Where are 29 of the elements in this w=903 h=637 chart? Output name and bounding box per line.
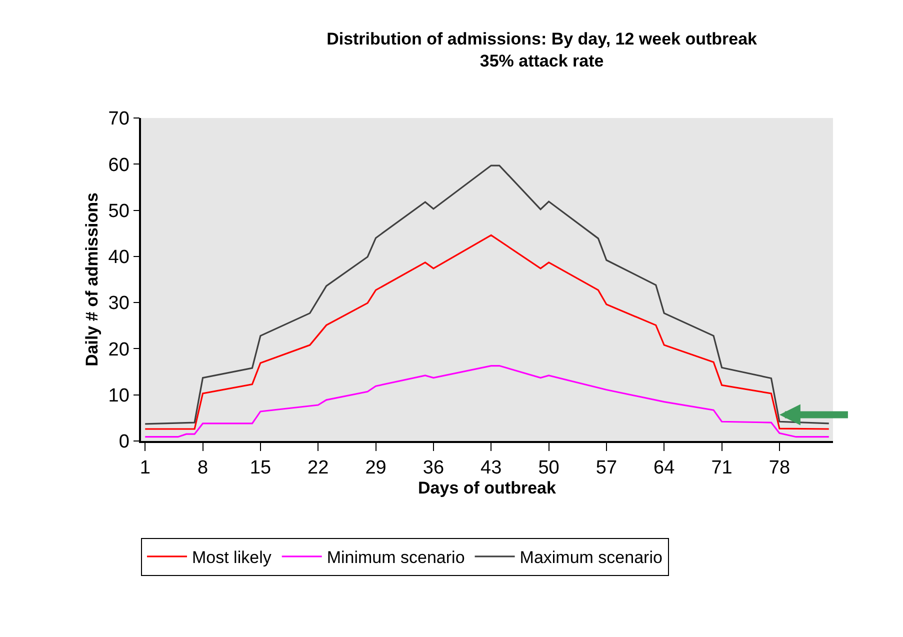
x-tick-label: 15 — [250, 458, 272, 479]
x-tick-label: 71 — [711, 458, 732, 479]
y-tick-label: 70 — [108, 108, 130, 130]
line-series — [144, 234, 830, 430]
y-axis-title: Daily # of admissions — [82, 192, 102, 366]
line-series — [144, 164, 830, 425]
y-tick-label: 30 — [108, 293, 130, 314]
x-tick-label: 8 — [198, 458, 208, 479]
y-tick-label: 50 — [108, 200, 130, 222]
x-tick-label: 64 — [654, 458, 676, 479]
x-tick-label: 43 — [480, 458, 502, 479]
chart-title: Distribution of admissions: By day, 12 week outbreak 35% attack rate — [326, 30, 758, 71]
x-tick-label: 29 — [365, 458, 386, 479]
x-tick-label: 50 — [538, 458, 560, 479]
legend-label: Minimum scenario — [326, 548, 465, 568]
legend-label: Most likely — [192, 548, 272, 568]
x-axis-title: Days of outbreak — [418, 478, 556, 498]
y-tick-label: 40 — [108, 247, 130, 268]
x-tick-label: 36 — [422, 458, 444, 479]
legend-label: Maximum scenario — [520, 548, 662, 568]
x-tick-label: 22 — [308, 458, 329, 479]
x-tick-label: 1 — [140, 458, 150, 479]
y-tick-label: 60 — [108, 154, 130, 176]
line-series — [144, 364, 830, 438]
x-tick-label: 57 — [596, 458, 618, 479]
y-tick-label: 20 — [108, 339, 130, 360]
y-tick-label: 0 — [118, 432, 130, 453]
y-tick-label: 10 — [108, 386, 130, 407]
x-tick-label: 78 — [768, 458, 790, 479]
